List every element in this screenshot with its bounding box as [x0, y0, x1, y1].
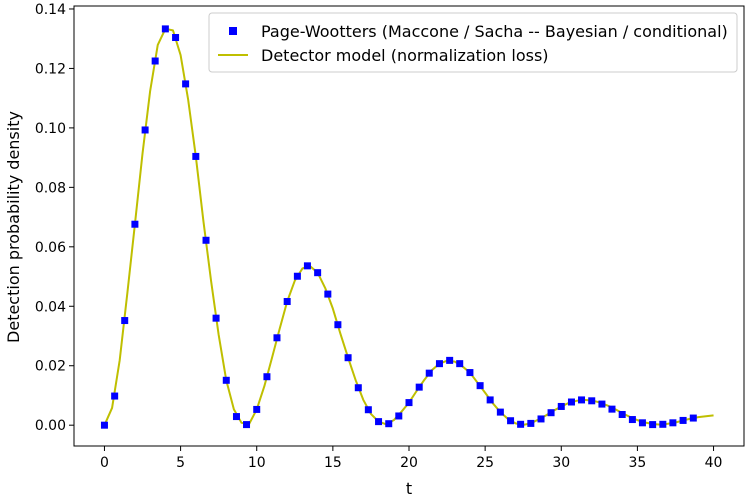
y-tick-label: 0.04	[35, 299, 66, 315]
page-wootters-point	[283, 298, 291, 306]
x-tick-label: 20	[400, 455, 418, 471]
page-wootters-point	[121, 317, 129, 325]
page-wootters-point	[466, 369, 474, 377]
page-wootters-point	[628, 416, 636, 424]
page-wootters-point	[578, 396, 586, 404]
y-axis: 0.00 0.02 0.04 0.06 0.08 0.10 0.12 0.14	[35, 2, 74, 434]
y-tick-label: 0.10	[35, 121, 66, 137]
page-wootters-point	[354, 384, 362, 392]
x-tick-label: 40	[705, 455, 723, 471]
page-wootters-point	[456, 360, 464, 368]
page-wootters-point	[435, 360, 443, 368]
page-wootters-point	[385, 420, 393, 428]
page-wootters-point	[507, 417, 515, 425]
x-axis: 0 5 10 15 20 25 30 35 40	[100, 446, 722, 471]
page-wootters-point	[111, 392, 119, 400]
page-wootters-point	[243, 421, 251, 429]
legend-label-page-wootters: Page-Wootters (Maccone / Sacha -- Bayesi…	[261, 22, 728, 41]
x-tick-label: 10	[248, 455, 266, 471]
y-axis-label: Detection probability density	[4, 111, 23, 343]
x-axis-label: t	[406, 479, 412, 498]
page-wootters-point	[151, 57, 159, 65]
y-tick-label: 0.00	[35, 418, 66, 434]
page-wootters-point	[608, 405, 616, 413]
x-tick-label: 25	[476, 455, 494, 471]
page-wootters-point	[649, 421, 657, 429]
page-wootters-point	[405, 399, 413, 407]
page-wootters-point	[547, 409, 555, 417]
page-wootters-point	[517, 420, 525, 428]
page-wootters-point	[222, 376, 230, 384]
page-wootters-point	[172, 34, 180, 42]
legend-marker-page-wootters	[229, 27, 237, 35]
page-wootters-point	[588, 397, 596, 405]
page-wootters-point	[567, 398, 575, 406]
page-wootters-point	[446, 356, 454, 364]
page-wootters-point	[486, 396, 494, 404]
x-tick-label: 30	[552, 455, 570, 471]
y-tick-label: 0.02	[35, 359, 66, 375]
page-wootters-point	[314, 269, 322, 277]
y-tick-label: 0.14	[35, 2, 66, 18]
legend-label-detector-model: Detector model (normalization loss)	[261, 46, 549, 65]
page-wootters-point	[364, 406, 372, 414]
page-wootters-point	[395, 412, 403, 420]
page-wootters-point	[324, 290, 332, 298]
page-wootters-point	[100, 421, 108, 429]
x-tick-label: 0	[100, 455, 109, 471]
page-wootters-point	[273, 334, 281, 342]
page-wootters-point	[557, 402, 565, 410]
y-tick-label: 0.06	[35, 240, 66, 256]
page-wootters-point	[669, 419, 677, 427]
page-wootters-point	[527, 419, 535, 427]
page-wootters-point	[263, 373, 271, 381]
page-wootters-point	[131, 220, 139, 228]
page-wootters-point	[618, 410, 626, 418]
page-wootters-point	[161, 25, 169, 33]
y-tick-label: 0.08	[35, 180, 66, 196]
page-wootters-point	[689, 414, 697, 422]
plot-area	[100, 25, 714, 429]
page-wootters-point	[202, 236, 210, 244]
page-wootters-point	[182, 80, 190, 88]
page-wootters-point	[192, 152, 200, 160]
page-wootters-point	[253, 405, 261, 413]
page-wootters-point	[334, 321, 342, 329]
page-wootters-point	[679, 416, 687, 424]
page-wootters-point	[659, 420, 667, 428]
x-tick-label: 35	[628, 455, 646, 471]
page-wootters-point	[537, 415, 545, 423]
page-wootters-point	[496, 408, 504, 416]
y-tick-label: 0.12	[35, 61, 66, 77]
page-wootters-point	[232, 413, 240, 421]
page-wootters-point	[344, 354, 352, 362]
page-wootters-point	[638, 419, 646, 427]
page-wootters-point	[293, 272, 301, 280]
page-wootters-point	[303, 262, 311, 270]
x-tick-label: 15	[324, 455, 342, 471]
legend-box	[208, 12, 738, 73]
page-wootters-point	[415, 383, 423, 391]
x-tick-label: 5	[176, 455, 185, 471]
page-wootters-point	[375, 418, 383, 426]
page-wootters-point	[425, 369, 433, 377]
page-wootters-point	[476, 382, 484, 390]
page-wootters-point	[598, 400, 606, 408]
page-wootters-point	[212, 314, 220, 322]
legend: Page-Wootters (Maccone / Sacha -- Bayesi…	[208, 12, 738, 73]
page-wootters-point	[141, 126, 149, 134]
